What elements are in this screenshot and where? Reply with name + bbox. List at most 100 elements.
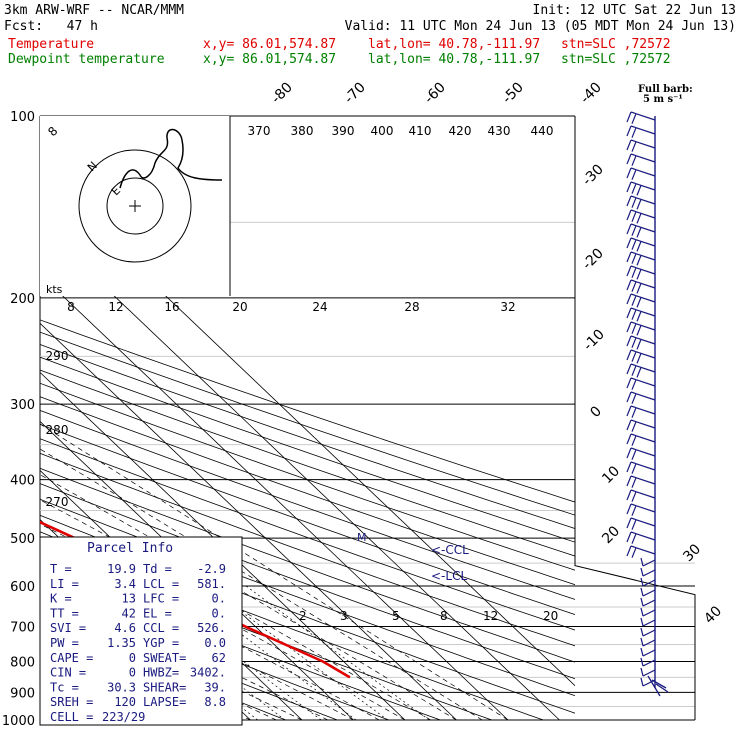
parcel-value: 0	[129, 651, 136, 665]
dry-adiabat	[40, 483, 575, 680]
theta-label: 390	[332, 124, 355, 138]
wind-barb	[626, 517, 656, 530]
parcel-value: 526.	[197, 621, 226, 635]
wind-barb-feather	[640, 587, 644, 597]
wind-barb	[626, 181, 656, 196]
parcel-value: 581.	[197, 577, 226, 591]
wind-barb-feather	[631, 113, 637, 124]
surface-wind-barb	[647, 675, 669, 697]
temperature-legend: Temperature	[8, 37, 95, 52]
wind-barb-feather	[631, 197, 637, 208]
wind-barb-feather	[631, 295, 637, 306]
isotherm-label: 40	[701, 603, 725, 627]
wind-barb-shaft	[630, 531, 656, 541]
hodograph-trace	[119, 128, 223, 189]
wind-barb-feather	[626, 391, 632, 403]
wind-barb-shaft	[630, 153, 656, 163]
parcel-label: HWBZ=	[143, 666, 179, 680]
wind-barb-feather	[626, 111, 632, 123]
wind-barb-feather	[626, 125, 632, 137]
wind-barb-feather	[631, 449, 637, 460]
wind-barb-shaft	[642, 669, 656, 677]
wind-barb	[640, 597, 656, 607]
wind-barb-feather	[640, 597, 644, 607]
wind-barb-feather	[626, 181, 632, 193]
wind-barb-shaft	[642, 589, 656, 597]
wind-barb	[640, 627, 656, 637]
ccl-marker: <-CCL	[431, 543, 469, 557]
mixing-ratio-label: 2	[299, 609, 307, 623]
wind-barb-feather	[631, 239, 637, 250]
isotherm	[40, 273, 509, 721]
mixing-ratio-label: 3	[340, 609, 348, 623]
wind-barb	[626, 153, 656, 166]
wind-barb	[640, 617, 656, 627]
lcl-marker: <-LCL	[431, 569, 467, 583]
parcel-info-title: Parcel Info	[87, 541, 173, 556]
wind-barb-feather	[640, 577, 644, 587]
dry-adiabat	[40, 409, 575, 600]
wind-barb-shaft	[630, 461, 656, 471]
dewpoint-station: stn=SLC ,72572	[561, 52, 671, 67]
wind-barb	[626, 545, 656, 558]
parcel-label: Tc =	[50, 680, 79, 694]
dry-adiabat	[40, 467, 575, 663]
speed-tick-label: 12	[108, 300, 123, 314]
wind-barb-feather	[631, 127, 637, 138]
mixing-ratio-line	[245, 585, 430, 721]
dry-adiabat	[40, 344, 575, 529]
parcel-value: 3.4	[114, 577, 136, 591]
wind-barb	[626, 419, 656, 432]
wind-barb-feather	[640, 667, 644, 677]
isotherm-label: -70	[341, 79, 368, 106]
pressure-label-200: 200	[10, 292, 35, 307]
wind-barb-shaft	[630, 405, 656, 415]
wind-barb-shaft	[630, 475, 656, 485]
wind-barb-feather	[636, 325, 642, 336]
wind-barb-feather	[626, 293, 632, 305]
wind-barb-feather	[631, 463, 637, 474]
forecast-hour: Fcst: 47 h	[4, 19, 98, 34]
wind-barb-feather	[626, 461, 632, 473]
wind-barbs	[626, 111, 669, 697]
dry-adiabat	[40, 331, 575, 516]
wind-barb-feather	[626, 517, 632, 529]
wind-barb-shaft	[630, 419, 656, 429]
hodograph-ring	[106, 177, 164, 235]
pressure-label-100: 100	[10, 110, 35, 125]
wind-barb-shaft	[630, 363, 656, 373]
wind-barb-feather	[631, 379, 637, 390]
wind-barb-feather	[636, 241, 642, 252]
wind-barb-feather	[631, 505, 637, 516]
theta-label: 430	[488, 124, 511, 138]
wind-barb-feather	[631, 309, 637, 320]
parcel-label: SHEAR=	[143, 680, 186, 694]
wind-barb-feather	[636, 199, 642, 210]
wind-barb-feather	[626, 405, 632, 417]
wind-barb-feather	[626, 545, 632, 557]
wind-barb-shaft	[642, 569, 656, 577]
parcel-value: 19.9	[107, 562, 136, 576]
wind-barb	[626, 405, 656, 418]
wind-barb-shaft	[642, 649, 656, 657]
parcel-label: CCL =	[143, 621, 179, 635]
wind-barb-feather	[626, 223, 632, 235]
theta-label: 280	[46, 423, 69, 437]
parcel-label: LFC =	[143, 592, 179, 606]
parcel-value: 4.6	[114, 621, 136, 635]
speed-tick-label: 28	[404, 300, 419, 314]
wind-barb-feather	[631, 183, 637, 194]
speed-tick-label: 8	[67, 300, 75, 314]
wind-barb-feather	[640, 657, 644, 667]
wind-barb-shaft	[630, 503, 656, 513]
parcel-value: 13	[122, 592, 136, 606]
parcel-value: 30.3	[107, 680, 136, 694]
wind-barb-feather	[626, 237, 632, 249]
parcel-label: SREH =	[50, 695, 93, 709]
pressure-label-700: 700	[10, 620, 35, 635]
wind-barb-feather	[636, 367, 642, 378]
speed-tick-label: 32	[500, 300, 515, 314]
wind-barb	[626, 293, 656, 308]
wind-barb-shaft	[630, 377, 656, 387]
speed-tick-label: 16	[164, 300, 179, 314]
